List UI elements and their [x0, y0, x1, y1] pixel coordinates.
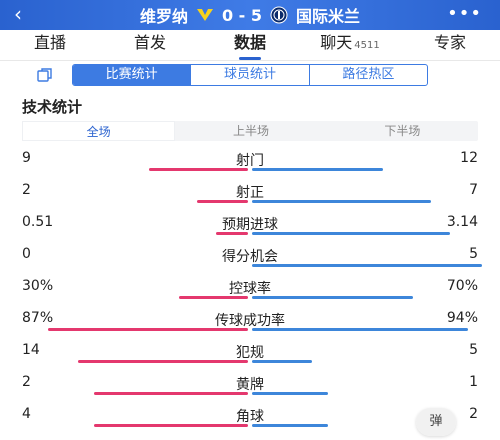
stat-home-bar	[48, 328, 248, 331]
stat-home-value: 0.51	[22, 214, 54, 230]
stat-row: 87% 传球成功率 94%	[0, 310, 500, 342]
stat-away-value: 7	[469, 182, 478, 198]
stat-away-value: 1	[469, 374, 478, 390]
period-second-half[interactable]: 下半场	[384, 124, 421, 138]
stat-away-value: 12	[460, 150, 478, 166]
stat-home-value: 87%	[22, 310, 54, 326]
away-team-name: 国际米兰	[296, 7, 361, 26]
inter-crest-icon	[270, 6, 288, 24]
period-full[interactable]: 全场	[22, 121, 176, 141]
period-first-half[interactable]: 上半场	[232, 124, 269, 138]
stat-row: 4 角球 2	[0, 406, 500, 438]
stat-away-bar	[252, 264, 482, 267]
stat-home-value: 9	[22, 150, 31, 166]
stat-home-bar	[179, 296, 248, 299]
home-team-name: 维罗纳	[139, 7, 188, 26]
stat-home-bar	[216, 232, 248, 235]
tabs-divider	[0, 60, 500, 61]
stat-away-bar	[252, 232, 450, 235]
match-summary: 维罗纳 0 - 5 国际米兰	[0, 0, 500, 30]
seg-heat-zones[interactable]: 路径热区	[308, 65, 427, 85]
stat-home-value: 4	[22, 406, 31, 422]
stat-name: 传球成功率	[215, 313, 285, 329]
stat-name: 预期进球	[222, 217, 278, 233]
stat-home-value: 30%	[22, 278, 54, 294]
tab-lineup-label: 首发	[133, 33, 166, 52]
stat-name: 犯规	[236, 345, 264, 361]
section-title: 技术统计	[22, 98, 83, 116]
verona-crest-icon	[196, 6, 214, 24]
stat-home-value: 14	[22, 342, 40, 358]
stat-away-bar	[252, 328, 468, 331]
stat-name: 射门	[236, 153, 264, 169]
header-bar: ‹ 维罗纳 0 - 5 国际米兰 •••	[0, 0, 500, 30]
stat-name: 黄牌	[236, 377, 264, 393]
stat-away-value: 3.14	[446, 214, 478, 230]
stat-away-value: 5	[469, 246, 478, 262]
period-tabs: 全场 上半场 下半场	[22, 121, 478, 141]
stat-home-bar	[197, 200, 248, 203]
stat-name: 角球	[236, 409, 264, 425]
tab-expert-label: 专家	[433, 33, 466, 52]
stat-row: 2 黄牌 1	[0, 374, 500, 406]
stat-row: 0 得分机会 5	[0, 246, 500, 278]
stat-away-value: 5	[469, 342, 478, 358]
sub-tabs-row: 比赛统计 球员统计 路径热区	[0, 62, 500, 88]
stat-away-value: 2	[469, 406, 478, 422]
seg-match-stats[interactable]: 比赛统计	[73, 65, 191, 85]
stat-home-bar	[78, 360, 248, 363]
more-dots-icon[interactable]: •••	[447, 3, 482, 24]
danmaku-toggle-button[interactable]: 弹	[416, 408, 456, 436]
tab-live-label: 直播	[33, 33, 66, 52]
stat-name: 得分机会	[222, 249, 278, 265]
stat-name: 射正	[236, 185, 264, 201]
tab-data[interactable]: 数据	[200, 30, 300, 60]
tab-chat[interactable]: 聊天 4511	[300, 30, 400, 60]
main-tabs: 直播 首发 数据 聊天 4511 专家	[0, 30, 500, 60]
stat-row: 14 犯规 5	[0, 342, 500, 374]
tab-live[interactable]: 直播	[0, 30, 100, 60]
stat-home-value: 2	[22, 182, 31, 198]
stat-away-value: 70%	[446, 278, 478, 294]
back-chevron-icon[interactable]: ‹	[14, 2, 22, 26]
stat-name: 控球率	[229, 281, 271, 297]
tab-expert[interactable]: 专家	[400, 30, 500, 60]
stat-row: 0.51 预期进球 3.14	[0, 214, 500, 246]
score: 0 - 5	[221, 5, 263, 25]
stat-away-bar	[252, 296, 413, 299]
stat-away-bar	[252, 200, 431, 203]
stat-home-value: 2	[22, 374, 31, 390]
stat-row: 9 射门 12	[0, 150, 500, 182]
stat-row: 2 射正 7	[0, 182, 500, 214]
stat-home-value: 0	[22, 246, 31, 262]
stat-away-bar	[252, 360, 312, 363]
copy-icon[interactable]	[36, 66, 54, 84]
stat-away-bar	[252, 168, 383, 171]
tab-data-label: 数据	[233, 33, 266, 52]
stat-home-bar	[94, 424, 248, 427]
tab-chat-label: 聊天	[320, 33, 353, 52]
stat-away-bar	[252, 392, 328, 395]
tab-lineup[interactable]: 首发	[100, 30, 200, 60]
chat-count-badge: 4511	[354, 40, 380, 51]
stat-home-bar	[94, 392, 248, 395]
stats-segmented-control: 比赛统计 球员统计 路径热区	[72, 64, 428, 86]
stat-away-value: 94%	[446, 310, 478, 326]
stat-home-bar	[149, 168, 248, 171]
stat-away-bar	[252, 424, 328, 427]
stat-row: 30% 控球率 70%	[0, 278, 500, 310]
seg-player-stats[interactable]: 球员统计	[190, 65, 308, 85]
